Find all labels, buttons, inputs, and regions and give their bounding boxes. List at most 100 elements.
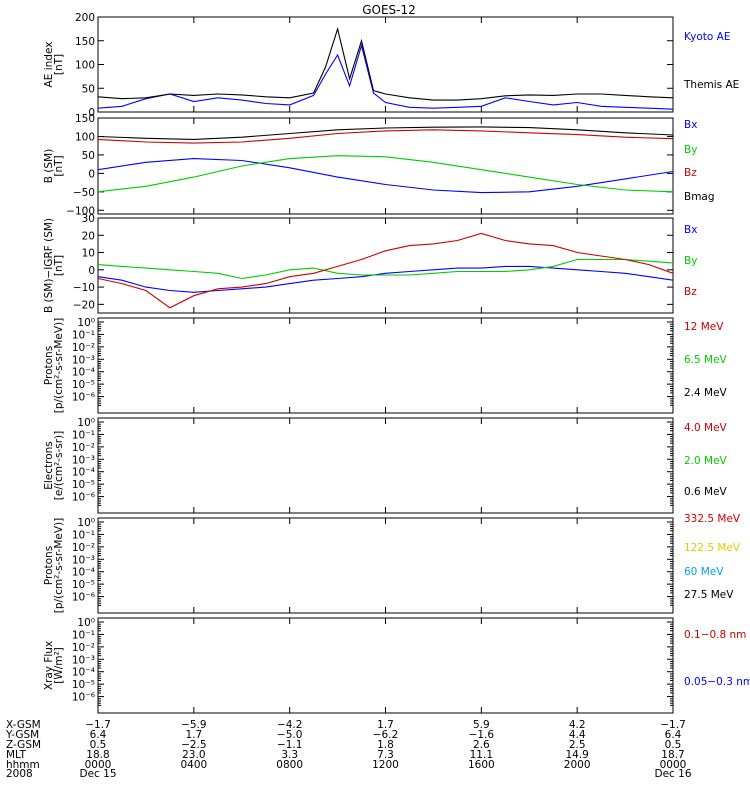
legend-label: 60 MeV [684, 566, 724, 578]
y-tick-label: 150 [75, 113, 95, 125]
ephemeris-value: −1.6 [469, 729, 495, 741]
ephemeris-value: 6.4 [665, 729, 682, 741]
legend-label: 0.1−0.8 nm [684, 629, 746, 641]
ephemeris-value: 1600 [468, 759, 495, 771]
y-axis-label: [nT] [53, 155, 65, 176]
legend-label: 6.5 MeV [684, 354, 728, 366]
ephemeris-value: 0000 [660, 759, 687, 771]
y-tick-label: 20 [82, 230, 95, 242]
y-tick-label: 10⁻⁶ [72, 392, 95, 404]
y-tick-label: 30 [82, 213, 95, 225]
legend-label: Bx [684, 224, 697, 236]
y-tick-label: −20 [73, 299, 95, 311]
panel-frame [97, 217, 674, 314]
y-axis-label: Electrons [43, 441, 55, 490]
ephemeris-value: 23.0 [182, 749, 205, 761]
ephemeris-value: 0.5 [90, 739, 107, 751]
y-tick-label: 10⁻¹ [72, 629, 95, 641]
y-tick-label: 50 [82, 150, 95, 162]
ephemeris-value: −6.2 [373, 729, 399, 741]
y-axis-label: [W/m²] [53, 647, 65, 684]
panel-frame [97, 317, 674, 414]
y-tick-label: 10⁻⁶ [72, 592, 95, 604]
y-axis-label: [e/(cm²-s-sr)] [53, 431, 65, 500]
y-tick-label: 10⁻⁵ [72, 379, 95, 391]
y-axis-label: AE index [43, 42, 55, 88]
y-axis-label: B (SM)−IGRF (SM) [43, 218, 55, 313]
legend-label: 0.6 MeV [684, 486, 728, 498]
ephemeris-value: −2.5 [181, 739, 207, 751]
y-tick-label: 50 [82, 83, 95, 95]
y-tick-label: 10⁻² [72, 342, 95, 354]
ephemeris-value: 4.4 [569, 729, 586, 741]
ephemeris-row-label: 2008 [6, 768, 33, 780]
ephemeris-value: 0800 [276, 759, 303, 771]
ephemeris-value: 7.3 [377, 749, 394, 761]
series-line-kyoto-ae [97, 43, 674, 110]
ephemeris-value: 0000 [85, 759, 112, 771]
ephemeris-value: 1.7 [377, 719, 394, 731]
legend-label: 332.5 MeV [684, 513, 741, 525]
ephemeris-value: 2.5 [569, 739, 586, 751]
y-tick-label: 10⁻² [72, 442, 95, 454]
ephemeris-value: 5.9 [473, 719, 490, 731]
ephemeris-value: Dec 15 [79, 768, 116, 780]
ephemeris-value: 0400 [180, 759, 207, 771]
y-axis-label: [nT] [53, 255, 65, 276]
series-line-bmag [97, 126, 674, 140]
ephemeris-value: −1.1 [277, 739, 303, 751]
y-tick-label: 10⁻⁵ [72, 479, 95, 491]
legend-label: 0.05−0.3 nm [684, 676, 750, 688]
y-tick-label: 10⁻³ [72, 454, 95, 466]
ephemeris-value: −5.0 [277, 729, 303, 741]
ephemeris-value: 2.6 [473, 739, 490, 751]
panel-frame [97, 517, 674, 614]
y-axis-label: Xray Flux [43, 641, 55, 690]
legend-label: By [684, 255, 697, 267]
legend-label: Kyoto AE [684, 31, 730, 43]
legend-label: 2.0 MeV [684, 455, 728, 467]
ephemeris-value: 3.3 [281, 749, 298, 761]
y-tick-label: 10⁻² [72, 542, 95, 554]
legend-label: Bz [684, 167, 697, 179]
ephemeris-row-label: X-GSM [6, 719, 41, 731]
y-axis-label: B (SM) [43, 149, 55, 183]
y-tick-label: 10⁻³ [72, 354, 95, 366]
y-tick-label: −100 [66, 205, 95, 217]
series-line-themis-ae [97, 26, 674, 101]
y-tick-label: 100 [75, 131, 95, 143]
y-tick-label: 10⁻¹ [72, 329, 95, 341]
series-line-by [97, 258, 674, 280]
ephemeris-value: 18.8 [86, 749, 109, 761]
y-tick-label: 10⁰ [77, 417, 95, 429]
series-line-bx [97, 158, 674, 194]
panel-1: 0 50 100 150 200 AE index[nT] Kyoto AE Themis A… [43, 12, 739, 119]
legend-label: 27.5 MeV [684, 589, 734, 601]
legend-label: Bz [684, 286, 697, 298]
y-tick-label: 10⁻⁵ [72, 679, 95, 691]
y-tick-label: 10⁻⁶ [72, 692, 95, 704]
ephemeris-row-label: MLT [6, 749, 26, 761]
y-tick-label: 10⁻⁴ [72, 667, 95, 679]
chart-title: GOES-12 [362, 3, 416, 17]
y-axis-label: [p/(cm²-s-sr-MeV)] [53, 518, 65, 613]
series-line-bz [97, 129, 674, 144]
panel-frame [97, 16, 674, 113]
ephemeris-value: 1.8 [377, 739, 394, 751]
y-tick-label: 0 [88, 265, 95, 277]
y-tick-label: 10⁻⁵ [72, 579, 95, 591]
y-tick-label: 200 [75, 12, 95, 24]
legend-label: 4.0 MeV [684, 422, 728, 434]
series-line-bx [97, 265, 674, 293]
y-tick-label: 10⁰ [77, 617, 95, 629]
legend-label: Themis AE [683, 79, 739, 91]
y-tick-label: 10⁰ [77, 317, 95, 329]
ephemeris-value: −4.2 [277, 719, 303, 731]
y-axis-label: [nT] [53, 54, 65, 75]
ephemeris-value: −1.7 [660, 719, 686, 731]
y-tick-label: 10⁻⁶ [72, 492, 95, 504]
